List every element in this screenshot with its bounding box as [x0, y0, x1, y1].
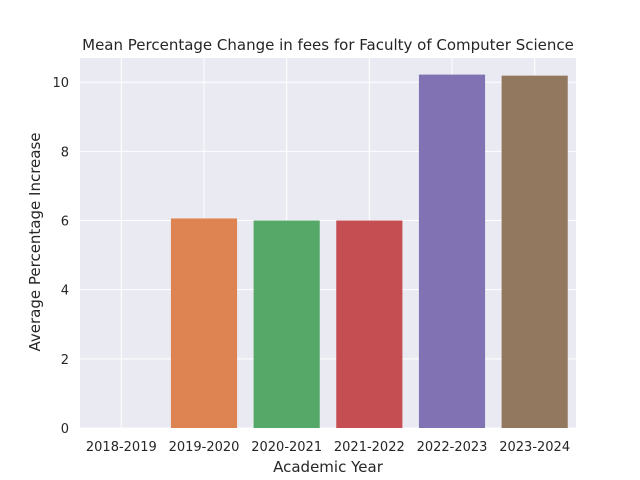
- x-tick-label: 2021-2022: [334, 440, 405, 455]
- x-tick-label: 2018-2019: [86, 440, 157, 455]
- y-tick-labels: 0 2 4 6 8 10: [52, 76, 69, 437]
- y-tick-label: 4: [61, 284, 69, 299]
- y-tick-label: 8: [61, 145, 69, 160]
- x-axis-label: Academic Year: [273, 458, 384, 476]
- bar-2022-2023: [418, 74, 486, 428]
- x-tick-label: 2023-2024: [499, 440, 570, 455]
- x-tick-label: 2019-2020: [169, 440, 240, 455]
- y-tick-label: 2: [61, 353, 69, 368]
- bar-2021-2022: [336, 220, 403, 428]
- bar-2023-2024: [501, 75, 568, 429]
- bar-2020-2021: [253, 220, 320, 428]
- y-tick-label: 10: [52, 76, 69, 91]
- y-axis-label: Average Percentage Increase: [26, 133, 44, 352]
- y-tick-label: 0: [61, 422, 69, 437]
- x-tick-labels: 2018-2019 2019-2020 2020-2021 2021-2022 2022…: [86, 440, 570, 455]
- x-tick-label: 2020-2021: [251, 440, 322, 455]
- chart-title: Mean Percentage Change in fees for Facul…: [82, 36, 574, 54]
- bar-2019-2020: [170, 218, 238, 428]
- bars: [170, 74, 568, 429]
- x-tick-label: 2022-2023: [417, 440, 488, 455]
- plot-background: [80, 58, 576, 428]
- y-tick-label: 6: [61, 215, 69, 230]
